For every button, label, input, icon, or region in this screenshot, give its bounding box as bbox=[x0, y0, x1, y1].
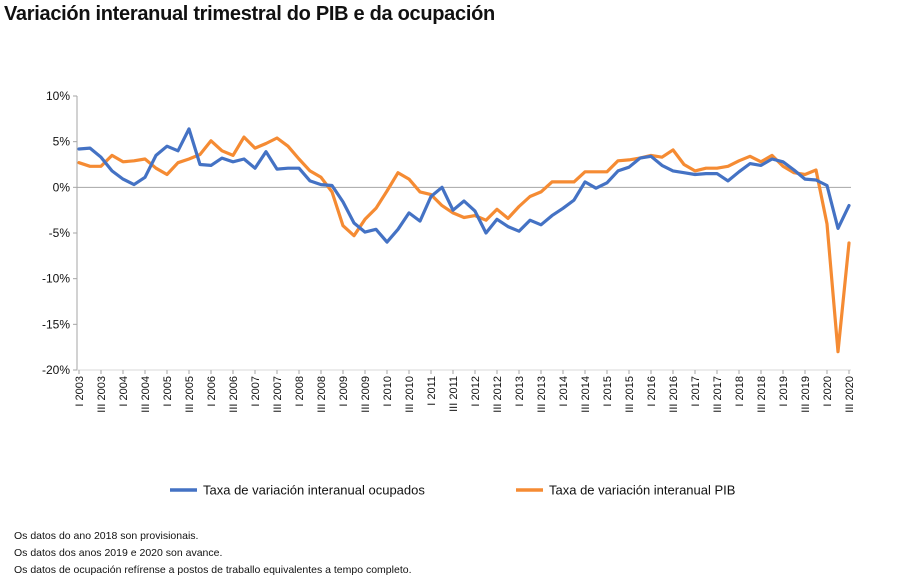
x-tick-label: I 2009 bbox=[338, 376, 350, 407]
x-tick-label: I 2008 bbox=[294, 376, 306, 407]
y-tick-label: -10% bbox=[42, 272, 70, 286]
x-tick-label: III 2017 bbox=[712, 376, 724, 413]
x-tick-label: I 2012 bbox=[470, 376, 482, 407]
x-tick-label: I 2004 bbox=[118, 376, 130, 407]
footnote: Os datos de ocupación refírense a postos… bbox=[14, 564, 412, 576]
x-tick-label: III 2005 bbox=[184, 376, 196, 413]
x-tick-label: I 2019 bbox=[778, 376, 790, 407]
x-tick-label: I 2020 bbox=[822, 376, 834, 407]
y-tick-label: -5% bbox=[49, 226, 71, 240]
x-tick-label: III 2011 bbox=[448, 376, 460, 412]
y-axis: 10% 5% 0% -5% -10% -15% -20% bbox=[42, 89, 78, 377]
legend-label: Taxa de variación interanual ocupados bbox=[203, 483, 425, 498]
chart-title: Variación interanual trimestral do PIB e… bbox=[4, 3, 495, 25]
x-tick-label: III 2015 bbox=[624, 376, 636, 413]
y-tick-label: -20% bbox=[42, 363, 70, 377]
y-tick-label: 0% bbox=[53, 180, 71, 194]
x-tick-label: I 2016 bbox=[646, 376, 658, 407]
x-tick-label: III 2003 bbox=[96, 376, 108, 413]
x-tick-label: I 2006 bbox=[206, 376, 218, 407]
x-axis: I 2003 III 2003 I 2004 III 2004 I 2005 III 20… bbox=[74, 186, 856, 413]
x-tick-label: III 2006 bbox=[228, 376, 240, 413]
x-tick-label: III 2014 bbox=[580, 376, 592, 413]
x-tick-label: III 2010 bbox=[404, 376, 416, 413]
x-tick-label: I 2014 bbox=[558, 376, 570, 407]
series-layer bbox=[77, 127, 851, 354]
x-tick-label: III 2016 bbox=[668, 376, 680, 413]
legend: Taxa de variación interanual ocupados Tax… bbox=[170, 483, 735, 498]
x-tick-label: III 2009 bbox=[360, 376, 372, 413]
y-tick-label: -15% bbox=[42, 317, 70, 331]
x-tick-label: I 2010 bbox=[382, 376, 394, 407]
footnote: Os datos dos anos 2019 e 2020 son avance… bbox=[14, 547, 223, 559]
x-tick-label: III 2013 bbox=[536, 376, 548, 413]
x-tick-label: I 2011 bbox=[426, 376, 438, 406]
x-tick-label: III 2007 bbox=[272, 376, 284, 413]
y-tick-label: 5% bbox=[53, 135, 71, 149]
x-tick-label: III 2004 bbox=[140, 376, 152, 413]
x-tick-label: I 2003 bbox=[74, 376, 86, 407]
x-tick-label: III 2012 bbox=[492, 376, 504, 413]
x-tick-label: III 2008 bbox=[316, 376, 328, 413]
footnote: Os datos do ano 2018 son provisionais. bbox=[14, 530, 199, 542]
legend-label: Taxa de variación interanual PIB bbox=[549, 483, 735, 498]
series-line-ocupados bbox=[77, 127, 851, 244]
x-tick-label: III 2018 bbox=[756, 376, 768, 413]
x-tick-label: III 2020 bbox=[844, 376, 856, 413]
series-line-pib bbox=[77, 135, 851, 354]
footnotes: Os datos do ano 2018 son provisionais. O… bbox=[14, 528, 412, 579]
x-tick-label: I 2017 bbox=[690, 376, 702, 407]
x-tick-label: I 2018 bbox=[734, 376, 746, 407]
x-tick-label: I 2007 bbox=[250, 376, 262, 407]
x-tick-label: I 2015 bbox=[602, 376, 614, 407]
x-tick-label: I 2005 bbox=[162, 376, 174, 407]
x-tick-label: III 2019 bbox=[800, 376, 812, 413]
x-tick-label: I 2013 bbox=[514, 376, 526, 407]
y-tick-label: 10% bbox=[46, 89, 70, 103]
